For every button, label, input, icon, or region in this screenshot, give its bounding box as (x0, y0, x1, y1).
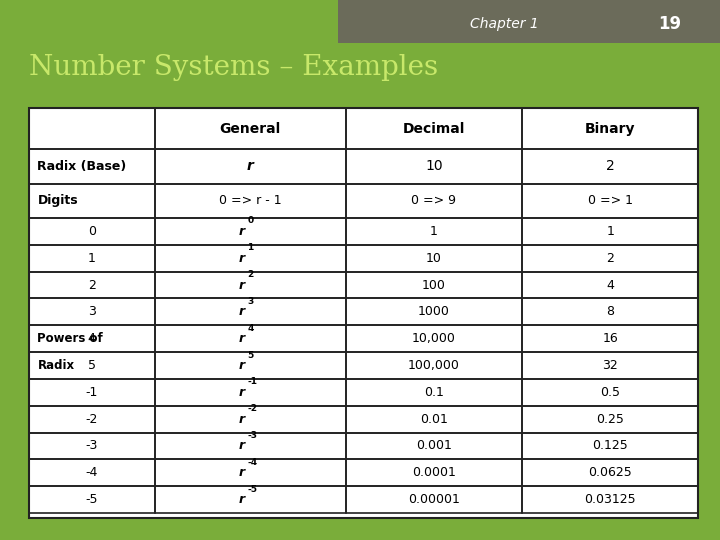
Text: -1: -1 (248, 377, 257, 387)
Text: r: r (238, 225, 244, 238)
Text: 0.001: 0.001 (416, 440, 451, 453)
Text: r: r (247, 159, 253, 173)
Text: 0 => 9: 0 => 9 (411, 194, 456, 207)
Text: Digits: Digits (37, 194, 78, 207)
Text: Powers of: Powers of (37, 332, 103, 345)
Text: 10: 10 (426, 252, 442, 265)
Text: r: r (238, 279, 244, 292)
Text: 0.01: 0.01 (420, 413, 448, 426)
Text: r: r (238, 359, 244, 372)
Text: r: r (238, 493, 244, 506)
Text: Decimal: Decimal (402, 122, 465, 136)
Text: 1: 1 (248, 244, 253, 252)
Text: 0.0625: 0.0625 (588, 466, 632, 480)
Text: 10,000: 10,000 (412, 332, 456, 345)
Text: General: General (220, 122, 281, 136)
Text: 2: 2 (606, 252, 614, 265)
Text: r: r (238, 440, 244, 453)
Text: 0.125: 0.125 (593, 440, 628, 453)
Text: 32: 32 (603, 359, 618, 372)
Text: r: r (238, 332, 244, 345)
Text: r: r (238, 252, 244, 265)
Text: 2: 2 (88, 279, 96, 292)
Text: 1: 1 (88, 252, 96, 265)
Text: r: r (238, 386, 244, 399)
Text: 2: 2 (248, 270, 253, 279)
Text: 4: 4 (248, 324, 253, 333)
Text: 100,000: 100,000 (408, 359, 460, 372)
Text: Binary: Binary (585, 122, 636, 136)
Text: Radix: Radix (37, 359, 75, 372)
Text: 4: 4 (88, 332, 96, 345)
Text: 100: 100 (422, 279, 446, 292)
Text: 4: 4 (606, 279, 614, 292)
Text: -1: -1 (86, 386, 98, 399)
Text: r: r (238, 413, 244, 426)
Text: r: r (238, 466, 244, 480)
Text: r: r (238, 306, 244, 319)
Text: 10: 10 (425, 159, 443, 173)
Text: 1: 1 (430, 225, 438, 238)
Text: 8: 8 (606, 306, 614, 319)
Text: 3: 3 (248, 297, 253, 306)
Text: 5: 5 (248, 350, 253, 360)
Text: -4: -4 (86, 466, 98, 480)
Text: -2: -2 (248, 404, 257, 413)
Text: 0: 0 (248, 217, 253, 226)
Text: Chapter 1: Chapter 1 (469, 17, 539, 31)
Text: 0.1: 0.1 (424, 386, 444, 399)
Text: 1000: 1000 (418, 306, 450, 319)
Text: -5: -5 (248, 485, 257, 494)
Text: -3: -3 (86, 440, 98, 453)
Text: 0.0001: 0.0001 (412, 466, 456, 480)
Text: -3: -3 (248, 431, 257, 440)
Text: 0 => 1: 0 => 1 (588, 194, 633, 207)
Text: -2: -2 (86, 413, 98, 426)
Text: 16: 16 (603, 332, 618, 345)
Text: 19: 19 (658, 15, 681, 33)
Text: 1: 1 (606, 225, 614, 238)
Text: 0.5: 0.5 (600, 386, 620, 399)
Text: 0 => r - 1: 0 => r - 1 (219, 194, 282, 207)
Text: 2: 2 (606, 159, 615, 173)
Text: 0: 0 (88, 225, 96, 238)
Text: -4: -4 (248, 458, 258, 467)
Text: 0.00001: 0.00001 (408, 493, 460, 506)
Text: 3: 3 (88, 306, 96, 319)
Text: 5: 5 (88, 359, 96, 372)
Text: 0.25: 0.25 (596, 413, 624, 426)
Text: Radix (Base): Radix (Base) (37, 160, 127, 173)
Text: 0.03125: 0.03125 (585, 493, 636, 506)
Text: Number Systems – Examples: Number Systems – Examples (29, 54, 438, 81)
Text: -5: -5 (86, 493, 98, 506)
